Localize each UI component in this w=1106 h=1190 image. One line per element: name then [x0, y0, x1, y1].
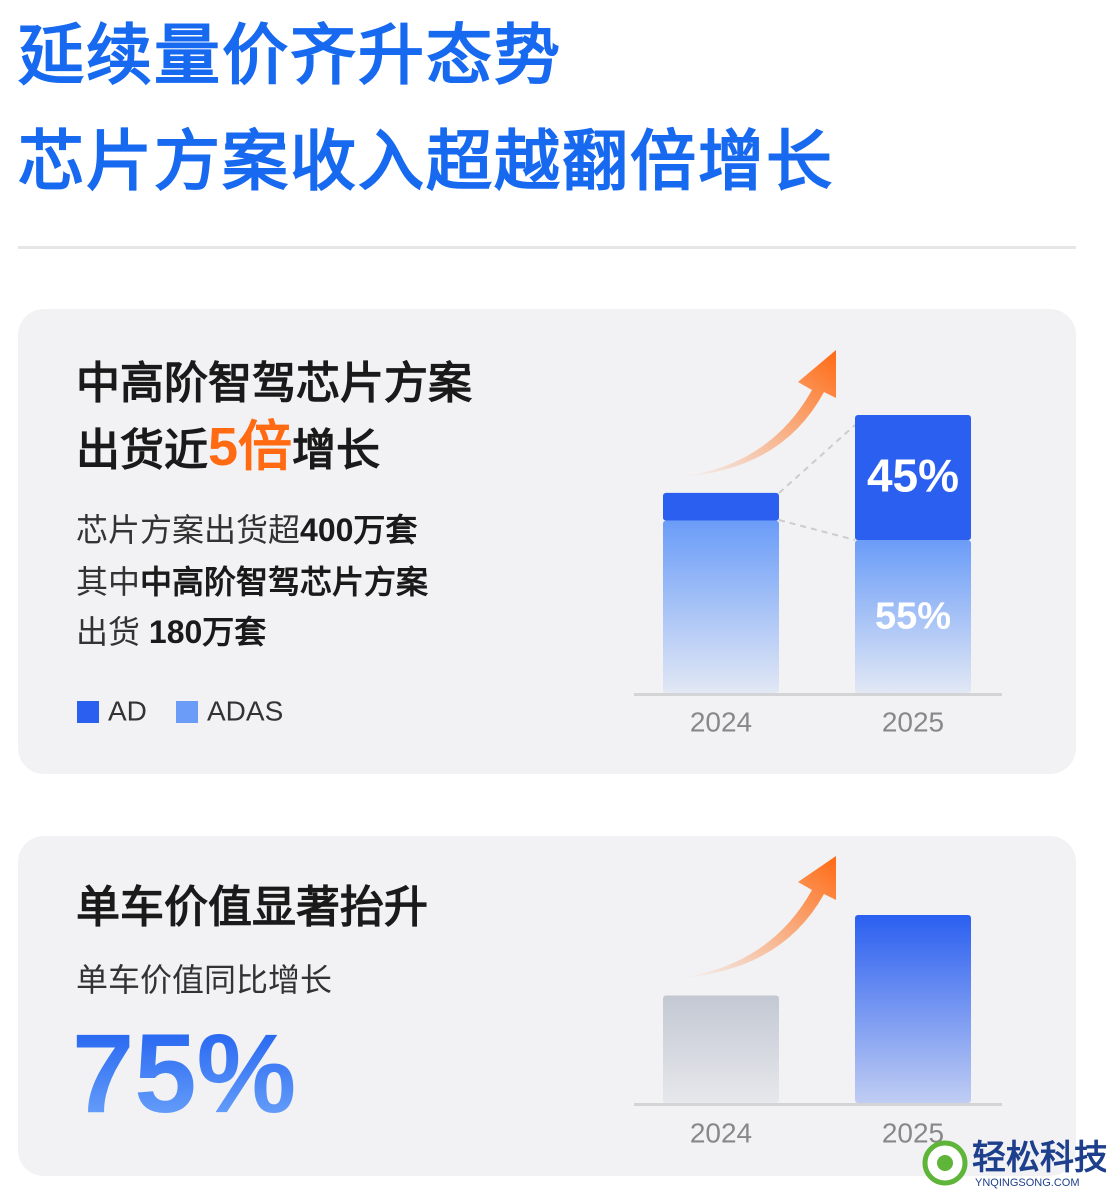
value-label: 45% — [867, 450, 959, 502]
x-tick-label: 2025 — [882, 706, 944, 737]
card-heading: 单车价值显著抬升 — [76, 883, 428, 932]
title-line: 芯片方案收入超越翻倍增长 — [18, 124, 834, 198]
text-segment: 出货近 — [76, 426, 208, 475]
growth-arrow — [680, 350, 836, 477]
legend-swatch — [176, 701, 198, 723]
legend-label: AD — [108, 695, 147, 726]
bar-segment — [855, 540, 971, 693]
growth-arrow — [680, 856, 836, 978]
card-text: 出货 180万套 — [76, 616, 266, 648]
bar-segment — [663, 492, 779, 521]
x-tick-label: 2024 — [690, 706, 752, 737]
text-segment: 芯片方案出货超 — [76, 512, 301, 548]
connector — [778, 424, 856, 494]
watermark: 轻松科技 YNQINGSONG.COM — [922, 1139, 1106, 1189]
watermark-brand: 轻松科技 — [972, 1139, 1106, 1177]
bar-segment — [663, 520, 779, 693]
card-heading: 中高阶智驾芯片方案 — [76, 362, 472, 406]
text-segment: 180万套 — [148, 614, 267, 650]
text-segment: 增长 — [292, 426, 381, 475]
text-segment: 5倍 — [208, 417, 293, 477]
title-line: 延续量价齐升态势 — [18, 18, 562, 92]
legend-swatch — [77, 701, 99, 723]
highlight-stat: 75% — [72, 1011, 297, 1136]
connector — [778, 519, 856, 541]
watermark-site: YNQINGSONG.COM — [975, 1177, 1080, 1189]
text-segment: 中高阶智驾芯片方案 — [76, 359, 472, 408]
divider — [18, 246, 1076, 249]
value-label: 55% — [875, 596, 951, 638]
x-tick-label: 2024 — [690, 1117, 752, 1148]
text-segment: 中高阶智驾芯片方案 — [140, 564, 429, 600]
card-text: 单车价值同比增长 — [76, 962, 333, 998]
text-segment: 出货 — [76, 614, 149, 650]
text-segment: 其中 — [76, 564, 141, 600]
x-tick-label: 2025 — [882, 1117, 944, 1148]
card-text: 芯片方案出货超400万套 — [76, 514, 417, 546]
card-text: 其中中高阶智驾芯片方案 — [76, 566, 428, 598]
bar — [663, 995, 779, 1103]
text-segment: 400万套 — [300, 512, 418, 548]
card-heading: 出货近5倍增长 — [76, 420, 380, 474]
bar-segment — [855, 415, 971, 541]
bar — [855, 914, 971, 1103]
legend-label: ADAS — [207, 695, 283, 726]
